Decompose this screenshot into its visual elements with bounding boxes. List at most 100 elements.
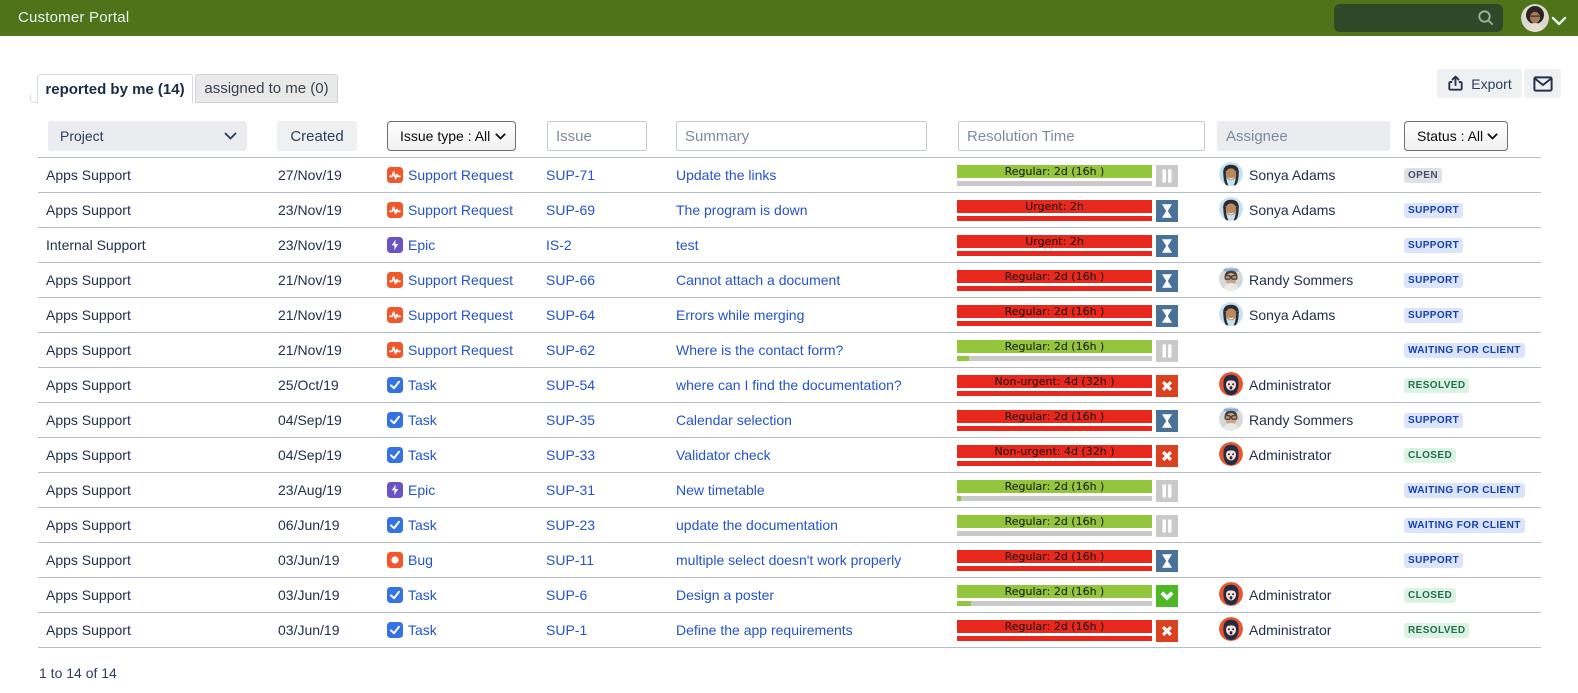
export-button-label: Export (1471, 75, 1512, 92)
summary-link[interactable]: New timetable (676, 482, 765, 498)
status-chevron-down-icon (1487, 132, 1498, 140)
created-cell: 27/Nov/19 (278, 167, 342, 183)
sla-widget: Regular: 2d (16h ) (957, 473, 1178, 507)
issue-key-link[interactable]: SUP-33 (546, 447, 596, 463)
issue-type-cell: Support Request (387, 333, 537, 367)
created-cell: 04/Sep/19 (278, 412, 342, 428)
issue-key-link[interactable]: SUP-6 (546, 587, 588, 603)
summary-link[interactable]: update the documentation (676, 517, 838, 533)
issue-key-link[interactable]: SUP-35 (546, 412, 596, 428)
summary-link[interactable]: Calendar selection (676, 412, 792, 428)
summary-link[interactable]: where can I find the documentation? (676, 377, 902, 393)
issue-key-cell: IS-2 (546, 228, 666, 262)
status-cell: CLOSED (1404, 578, 1539, 612)
sla-bar: Non-urgent: 4d (32h ) (957, 375, 1152, 388)
issue-key-link[interactable]: SUP-1 (546, 622, 588, 638)
support-request-icon (387, 272, 403, 288)
issue-key-link[interactable]: SUP-71 (546, 167, 596, 183)
status-badge: WAITING FOR CLIENT (1404, 517, 1525, 533)
sla-progress-fill (957, 461, 1152, 466)
issues-table: Apps Support 27/Nov/19 Support Request S… (38, 157, 1541, 648)
created-sort-label: Created (290, 127, 344, 145)
assignee-filter-input[interactable] (1217, 121, 1390, 151)
summary-link[interactable]: Update the links (676, 167, 777, 183)
assignee-avatar (1219, 266, 1243, 294)
sla-bar: Non-urgent: 4d (32h ) (957, 445, 1152, 458)
issue-key-link[interactable]: SUP-11 (546, 552, 594, 568)
export-button[interactable]: Export (1437, 69, 1522, 98)
issue-key-link[interactable]: SUP-62 (546, 342, 596, 358)
summary-filter-input[interactable] (676, 121, 927, 151)
issue-type-link[interactable]: Task (408, 587, 437, 603)
sla-widget: Regular: 2d (16h ) (957, 578, 1178, 612)
tab-assigned-to-me-label: assigned to me (0) (204, 80, 329, 97)
resolution-time-filter-input[interactable] (958, 121, 1205, 151)
issue-type-link[interactable]: Epic (408, 482, 436, 498)
issue-type-link[interactable]: Bug (408, 552, 433, 568)
assignee-avatar (1219, 196, 1243, 224)
issue-type-link[interactable]: Task (408, 622, 437, 638)
resolution-time-cell: Non-urgent: 4d (32h ) (957, 368, 1217, 402)
issue-filter-input[interactable] (547, 121, 647, 151)
sla-progress-fill (957, 601, 971, 606)
sla-progress-track (957, 566, 1152, 571)
project-filter-dropdown[interactable]: Project (48, 121, 247, 151)
status-filter-select[interactable]: Status : All (1404, 121, 1508, 151)
created-cell: 25/Oct/19 (278, 377, 339, 393)
summary-link[interactable]: Where is the contact form? (676, 342, 844, 358)
created-cell: 21/Nov/19 (278, 272, 342, 288)
assignee-name: Administrator (1249, 447, 1332, 463)
sla-bar: Regular: 2d (16h ) (957, 270, 1152, 283)
sla-bar: Urgent: 2h (957, 235, 1152, 248)
created-sort-button[interactable]: Created (277, 121, 357, 151)
sla-progress-fill (957, 636, 1152, 641)
summary-link[interactable]: The program is down (676, 202, 808, 218)
issue-key-cell: SUP-1 (546, 613, 666, 647)
issue-type-link[interactable]: Support Request (408, 272, 514, 288)
summary-link[interactable]: Validator check (676, 447, 771, 463)
issue-type-link[interactable]: Task (408, 412, 437, 428)
sla-progress-track (957, 391, 1152, 396)
issue-key-link[interactable]: IS-2 (546, 237, 572, 253)
search-input[interactable] (1334, 4, 1503, 32)
issue-key-link[interactable]: SUP-66 (546, 272, 596, 288)
summary-cell: update the documentation (676, 508, 951, 542)
summary-link[interactable]: Cannot attach a document (676, 272, 841, 288)
sla-bar: Regular: 2d (16h ) (957, 340, 1152, 353)
mail-button[interactable] (1524, 69, 1561, 98)
issue-type-link[interactable]: Support Request (408, 307, 514, 323)
summary-link[interactable]: Errors while merging (676, 307, 805, 323)
issue-type-link[interactable]: Support Request (408, 342, 514, 358)
export-icon (1447, 75, 1464, 92)
issue-type-link[interactable]: Epic (408, 237, 436, 253)
summary-link[interactable]: test (676, 237, 699, 253)
resolution-time-cell: Regular: 2d (16h ) (957, 543, 1217, 577)
sla-widget: Regular: 2d (16h ) (957, 508, 1178, 542)
issue-key-link[interactable]: SUP-64 (546, 307, 596, 323)
issue-key-link[interactable]: SUP-31 (546, 482, 596, 498)
issue-type-link[interactable]: Task (408, 377, 437, 393)
user-avatar[interactable] (1521, 4, 1549, 32)
issue-key-link[interactable]: SUP-54 (546, 377, 596, 393)
summary-link[interactable]: multiple select doesn't work properly (676, 552, 902, 568)
summary-cell: Where is the contact form? (676, 333, 951, 367)
tab-assigned-to-me[interactable]: assigned to me (0) (195, 74, 338, 103)
issue-type-link[interactable]: Support Request (408, 167, 514, 183)
tabs-baseline-fragment (30, 95, 38, 103)
issue-type-link[interactable]: Support Request (408, 202, 514, 218)
issue-type-link[interactable]: Task (408, 447, 437, 463)
task-icon (387, 517, 403, 533)
status-badge: CLOSED (1404, 447, 1457, 463)
search-icon[interactable] (1477, 9, 1495, 27)
summary-link[interactable]: Define the app requirements (676, 622, 853, 638)
project-cell: Apps Support (46, 517, 131, 533)
issue-key-link[interactable]: SUP-69 (546, 202, 596, 218)
project-filter-label: Project (60, 128, 104, 144)
issue-key-link[interactable]: SUP-23 (546, 517, 596, 533)
issue-type-link[interactable]: Task (408, 517, 437, 533)
tab-reported-by-me[interactable]: reported by me (14) (37, 74, 193, 103)
summary-link[interactable]: Design a poster (676, 587, 775, 603)
user-menu-chevron-down-icon[interactable] (1551, 13, 1567, 26)
issue-type-cell: Epic (387, 473, 537, 507)
issue-type-filter-select[interactable]: Issue type : All (387, 121, 516, 151)
